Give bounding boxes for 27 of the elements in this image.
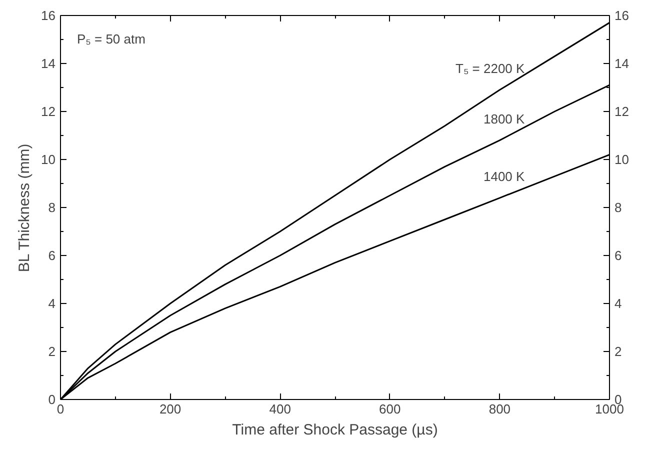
y-tick-label: 14 [41,56,56,71]
y-tick-label: 10 [41,152,56,167]
y2-tick-label: 16 [614,8,629,23]
y-tick-label: 6 [48,248,56,263]
y2-tick-label: 14 [614,56,629,71]
series-label: 1800 K [483,111,526,126]
x-tick-label: 600 [379,402,401,416]
series-label: 1400 K [483,168,526,184]
y-tick-label: 12 [41,104,56,119]
y2-tick-label: 2 [614,344,622,359]
y-axis-title: BL Thickness (mm) [16,144,34,272]
y2-tick-label: 10 [614,152,629,167]
series-label: T₅ = 2200 K [456,60,526,76]
y-tick-label: 4 [48,296,56,311]
x-tick-label: 400 [269,402,291,416]
x-axis-title: Time after Shock Passage (µs) [232,422,438,438]
y2-tick-label: 6 [614,248,622,263]
annotation: P₅ = 50 atm [76,32,146,47]
x-tick-label: 800 [488,402,511,416]
y-tick-label: 8 [48,200,56,215]
x-tick-label: 200 [159,402,182,416]
y-tick-label: 0 [48,392,56,407]
y2-tick-label: 8 [614,200,622,215]
y-tick-label: 16 [41,8,56,23]
y2-tick-label: 12 [614,104,629,119]
y-tick-label: 2 [48,344,56,359]
y2-tick-label: 4 [614,296,622,311]
